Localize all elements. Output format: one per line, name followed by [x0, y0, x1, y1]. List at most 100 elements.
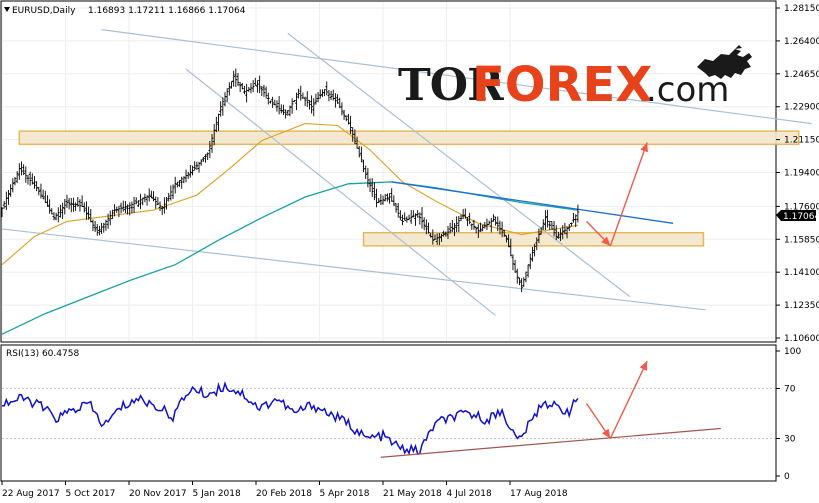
price-candle: [385, 193, 389, 202]
price-candle: [431, 229, 435, 245]
price-candle: [230, 81, 233, 89]
price-candle: [165, 197, 168, 210]
price-candle: [552, 220, 556, 237]
rsi-header: RSI(13) 60.4758: [6, 349, 79, 359]
price-candle: [576, 204, 580, 223]
main-y-tick-label: 1.24650: [784, 70, 819, 80]
logo-text-forex: FOREX: [472, 57, 652, 113]
channel-lines: [1, 29, 812, 316]
price-candle: [33, 176, 36, 189]
price-candle: [292, 100, 296, 103]
price-candle: [329, 90, 333, 101]
price-candle: [39, 183, 43, 199]
price-candle: [377, 198, 381, 204]
rsi-panel: [0, 344, 777, 482]
price-candle: [147, 188, 151, 202]
price-candle: [394, 203, 398, 213]
collapse-triangle-icon[interactable]: [4, 7, 10, 12]
price-candle: [392, 195, 396, 206]
price-candle: [193, 161, 197, 171]
price-candle: [208, 140, 212, 158]
price-candle: [124, 201, 127, 214]
price-candle: [269, 100, 272, 104]
price-candle: [494, 216, 498, 226]
price-candle: [509, 238, 513, 257]
price-candle: [567, 224, 571, 232]
price-candle: [305, 91, 309, 107]
price-candle: [349, 115, 352, 134]
main-y-tick-label: 1.15850: [784, 235, 819, 245]
price-candle: [433, 234, 437, 241]
price-candle: [225, 88, 229, 102]
channel-line: [287, 32, 631, 298]
rsi-up-arrow: [609, 360, 648, 439]
price-candle: [106, 213, 110, 229]
price-candle: [275, 100, 279, 112]
price-candle: [513, 259, 517, 273]
price-candle: [136, 200, 140, 207]
price-candle: [533, 243, 536, 257]
price-candle: [139, 193, 142, 210]
price-candle: [546, 209, 549, 228]
price-candle: [364, 165, 368, 179]
x-tick-label: 5 Apr 2018: [320, 489, 370, 499]
price-candle: [442, 230, 446, 237]
price-candle: [466, 216, 469, 227]
price-candle: [130, 201, 134, 214]
price-candle: [403, 212, 407, 221]
current-price-label: 1.17064: [783, 212, 819, 222]
price-candle: [260, 86, 264, 96]
price-candle: [299, 85, 303, 101]
rsi-y-axis: 100 70 30 0: [776, 347, 801, 482]
price-candle: [111, 209, 114, 220]
chart-ohlc: 1.16893 1.17211 1.16866 1.17064: [88, 6, 246, 16]
price-candle: [424, 219, 428, 235]
price-candle: [463, 208, 467, 219]
price-candle: [295, 92, 298, 111]
price-candle: [175, 181, 179, 188]
price-candle: [561, 225, 565, 240]
rsi-y-tick-label: 100: [784, 347, 801, 357]
price-candle: [37, 187, 41, 196]
x-tick-label: 5 Jan 2018: [193, 489, 241, 499]
price-candle: [481, 224, 485, 232]
up-arrow-shaft: [609, 142, 648, 247]
price-candle: [236, 73, 240, 86]
price-candle: [531, 246, 534, 262]
price-candle: [528, 253, 532, 270]
price-candle: [186, 171, 190, 179]
price-candle: [227, 82, 231, 96]
price-candle: [158, 201, 162, 212]
price-candle: [126, 204, 129, 215]
price-candle: [41, 189, 45, 200]
price-candle: [61, 202, 65, 220]
main-y-tick-label: 1.28150: [784, 4, 819, 14]
price-candle: [59, 204, 62, 218]
price-candle: [162, 197, 166, 214]
price-candle: [336, 94, 339, 104]
price-candle: [256, 80, 259, 93]
price-candle: [557, 231, 560, 239]
torforex-logo: TOR FOREX .com: [398, 45, 752, 113]
price-candle: [554, 225, 558, 240]
price-candle: [548, 220, 552, 231]
main-projection-arrows: [586, 142, 648, 247]
x-axis: 22 Aug 2017 5 Oct 2017 20 Nov 2017 5 Jan 20…: [1, 481, 568, 499]
price-candle: [569, 222, 573, 227]
price-candle: [323, 89, 326, 97]
price-candle: [381, 195, 385, 205]
price-candle: [440, 233, 443, 242]
main-y-tick-label: 1.12350: [784, 301, 819, 311]
channel-line: [1, 228, 706, 311]
price-candle: [48, 199, 52, 214]
price-candle: [492, 214, 495, 222]
price-candle: [219, 101, 223, 117]
blue-trendline: [391, 181, 674, 224]
x-tick-label: 22 Aug 2017: [2, 489, 60, 499]
price-candle: [145, 195, 149, 206]
price-candle: [515, 268, 519, 284]
price-candle: [128, 202, 132, 216]
price-candle: [91, 219, 95, 231]
price-candle: [87, 206, 90, 220]
price-candle: [407, 214, 411, 221]
